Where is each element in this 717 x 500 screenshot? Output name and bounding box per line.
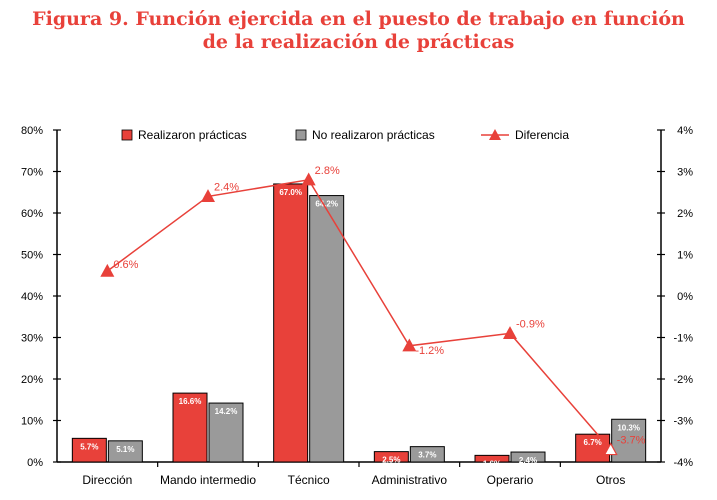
left-tick-label: 80%	[21, 125, 43, 137]
label-diferencia: -0.9%	[516, 318, 545, 330]
label-diferencia: 2.8%	[315, 165, 340, 177]
bar-label-realizaron-practicas: 5.7%	[80, 442, 98, 451]
bar-label-no-realizaron-practicas: 14.2%	[215, 407, 238, 416]
bar-label-no-realizaron-practicas: 5.1%	[116, 445, 134, 454]
right-tick-label: 4%	[677, 125, 693, 137]
bar-no-realizaron-practicas	[510, 451, 546, 463]
bar-realizaron-practicas	[172, 392, 208, 463]
marker-diferencia	[603, 442, 618, 456]
legend-label-realizaron: Realizaron prácticas	[138, 128, 247, 142]
legend-label-diferencia: Diferencia	[515, 128, 569, 142]
category-label: Mando intermedio	[160, 473, 256, 487]
bar-label-realizaron-practicas: 16.6%	[179, 397, 202, 406]
left-tick-label: 10%	[21, 416, 43, 428]
right-tick-label: 0%	[677, 291, 693, 303]
bar-realizaron-practicas	[71, 437, 107, 463]
left-tick-label: 20%	[21, 374, 43, 386]
bar-label-realizaron-practicas: 67.0%	[279, 188, 302, 197]
category-label: Técnico	[288, 473, 330, 487]
legend-marker-diferencia	[489, 129, 501, 140]
marker-diferencia	[502, 326, 518, 339]
bar-label-realizaron-practicas: 2.5%	[382, 456, 400, 465]
category-label: Dirección	[82, 473, 132, 487]
bar-realizaron-practicas	[373, 451, 409, 463]
right-tick-label: -4%	[673, 457, 693, 469]
right-tick-label: 1%	[677, 250, 693, 262]
left-tick-label: 0%	[27, 457, 43, 469]
bar-label-no-realizaron-practicas: 64.2%	[315, 200, 338, 209]
category-label: Administrativo	[372, 473, 448, 487]
right-tick-label: -2%	[673, 374, 693, 386]
legend-label-no-realizaron: No realizaron prácticas	[312, 128, 435, 142]
right-tick-label: 2%	[677, 208, 693, 220]
label-diferencia: 0.6%	[113, 259, 138, 271]
marker-diferencia	[301, 172, 316, 186]
bar-realizaron-practicas	[273, 183, 309, 463]
bar-realizaron-practicas	[474, 454, 510, 463]
marker-diferencia	[100, 263, 115, 277]
label-diferencia: -3.7%	[617, 435, 646, 447]
bar-label-no-realizaron-practicas: 3.7%	[418, 451, 436, 460]
left-tick-label: 50%	[21, 250, 43, 262]
label-diferencia: -1.2%	[415, 345, 444, 357]
bar-label-no-realizaron-practicas: 2.4%	[519, 456, 537, 465]
right-tick-label: -3%	[673, 416, 693, 428]
chart-title: Figura 9. Función ejercida en el puesto …	[0, 8, 717, 54]
left-tick-label: 30%	[21, 333, 43, 345]
bar-realizaron-practicas	[575, 433, 611, 463]
marker-diferencia	[402, 338, 417, 352]
bar-no-realizaron-practicas	[208, 402, 244, 463]
left-tick-label: 70%	[21, 167, 43, 179]
legend-swatch-realizaron	[121, 129, 133, 141]
left-tick-label: 60%	[21, 208, 43, 220]
legend-swatch-no-realizaron	[295, 129, 307, 141]
right-tick-label: -1%	[673, 333, 693, 345]
bar-label-realizaron-practicas: 6.7%	[584, 438, 602, 447]
chart-title-line-1: Figura 9. Función ejercida en el puesto …	[32, 8, 685, 30]
bar-no-realizaron-practicas	[409, 446, 445, 463]
label-diferencia: 2.4%	[214, 181, 239, 193]
bar-no-realizaron-practicas	[309, 195, 345, 463]
right-tick-label: 3%	[677, 167, 693, 179]
bar-label-realizaron-practicas: 1.6%	[483, 459, 501, 468]
line-diferencia	[106, 178, 612, 451]
marker-diferencia	[200, 189, 216, 202]
chart-title-line-2: de la realización de prácticas	[202, 31, 515, 53]
bar-label-no-realizaron-practicas: 10.3%	[617, 423, 640, 432]
left-tick-label: 40%	[21, 291, 43, 303]
category-label: Operario	[487, 473, 534, 487]
bar-no-realizaron-practicas	[107, 440, 143, 463]
category-label: Otros	[596, 473, 625, 487]
